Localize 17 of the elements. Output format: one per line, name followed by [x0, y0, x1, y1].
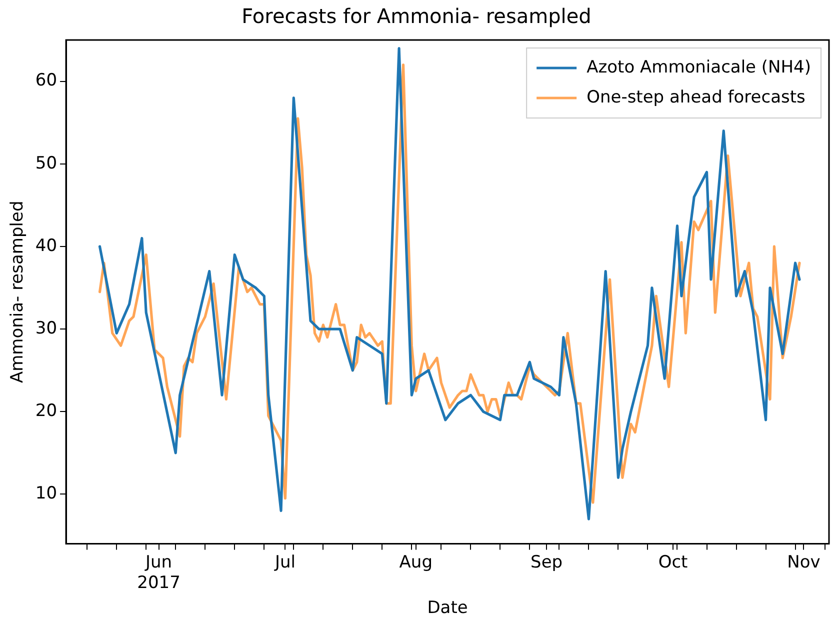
y-axis-title: Ammonia- resampled: [8, 200, 28, 384]
x-tick-label: Oct: [658, 552, 688, 572]
x-tick-label: Jul: [274, 552, 296, 572]
y-tick-label: 20: [35, 401, 58, 422]
y-tick-label: 60: [35, 70, 58, 91]
legend-label: Azoto Ammoniacale (NH4): [586, 57, 811, 78]
y-tick-label: 10: [35, 484, 58, 504]
x-axis-title: Date: [427, 598, 468, 618]
chart-title: Forecasts for Ammonia- resampled: [242, 4, 592, 28]
y-tick-label: 40: [35, 236, 58, 256]
x-tick-label: Nov: [787, 552, 820, 572]
x-tick-label: Sep: [530, 552, 563, 572]
y-tick-label: 50: [35, 153, 58, 174]
x-tick-label: Aug: [399, 552, 433, 572]
x-tick-label: Jun 2017: [137, 552, 180, 593]
legend-label: One-step ahead forecasts: [586, 87, 806, 108]
y-tick-label: 30: [35, 318, 58, 338]
